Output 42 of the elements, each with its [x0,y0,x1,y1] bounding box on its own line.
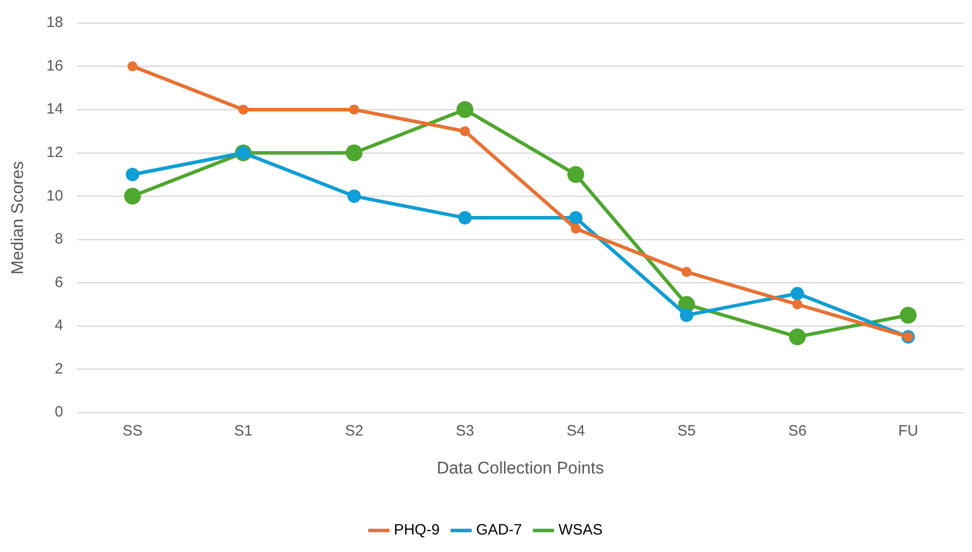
x-tick-label: S4 [566,422,585,440]
point [347,189,361,203]
y-tick-label: 12 [46,144,64,162]
legend-label: WSAS [558,522,603,539]
legend-label: PHQ-9 [394,522,440,539]
y-tick-label: 10 [46,187,64,204]
x-tick-label: SS [122,422,142,440]
point [126,168,140,182]
point [238,104,248,115]
point [460,126,470,136]
x-tick-label: S6 [788,422,807,440]
point [456,101,474,118]
point [792,299,802,310]
point [458,211,472,224]
point [349,104,360,115]
x-axis-title: Data Collection Points [436,458,604,478]
point [682,266,692,277]
point [788,328,806,346]
x-tick-label: S5 [677,422,696,440]
point [567,166,584,183]
x-tick-label: S2 [344,422,364,440]
point [124,188,141,205]
point [790,286,804,300]
x-tick-label: S1 [234,422,252,440]
y-tick-label: 14 [46,100,64,118]
point [900,306,917,324]
y-tick-label: 6 [54,274,64,291]
y-tick-label: 16 [46,57,64,74]
y-tick-label: 2 [54,360,64,378]
y-axis-title: Median Scores [8,161,27,274]
point [127,61,138,72]
point [569,211,582,224]
legend-label: GAD-7 [476,522,522,539]
y-tick-label: 0 [54,404,64,421]
y-tick-label: 8 [54,230,64,248]
x-tick-label: FU [898,422,918,440]
point [346,144,363,162]
y-tick-label: 18 [46,14,64,32]
point [680,308,694,322]
x-tick-label: S3 [456,422,474,440]
point [570,224,581,234]
y-tick-label: 4 [54,317,64,334]
